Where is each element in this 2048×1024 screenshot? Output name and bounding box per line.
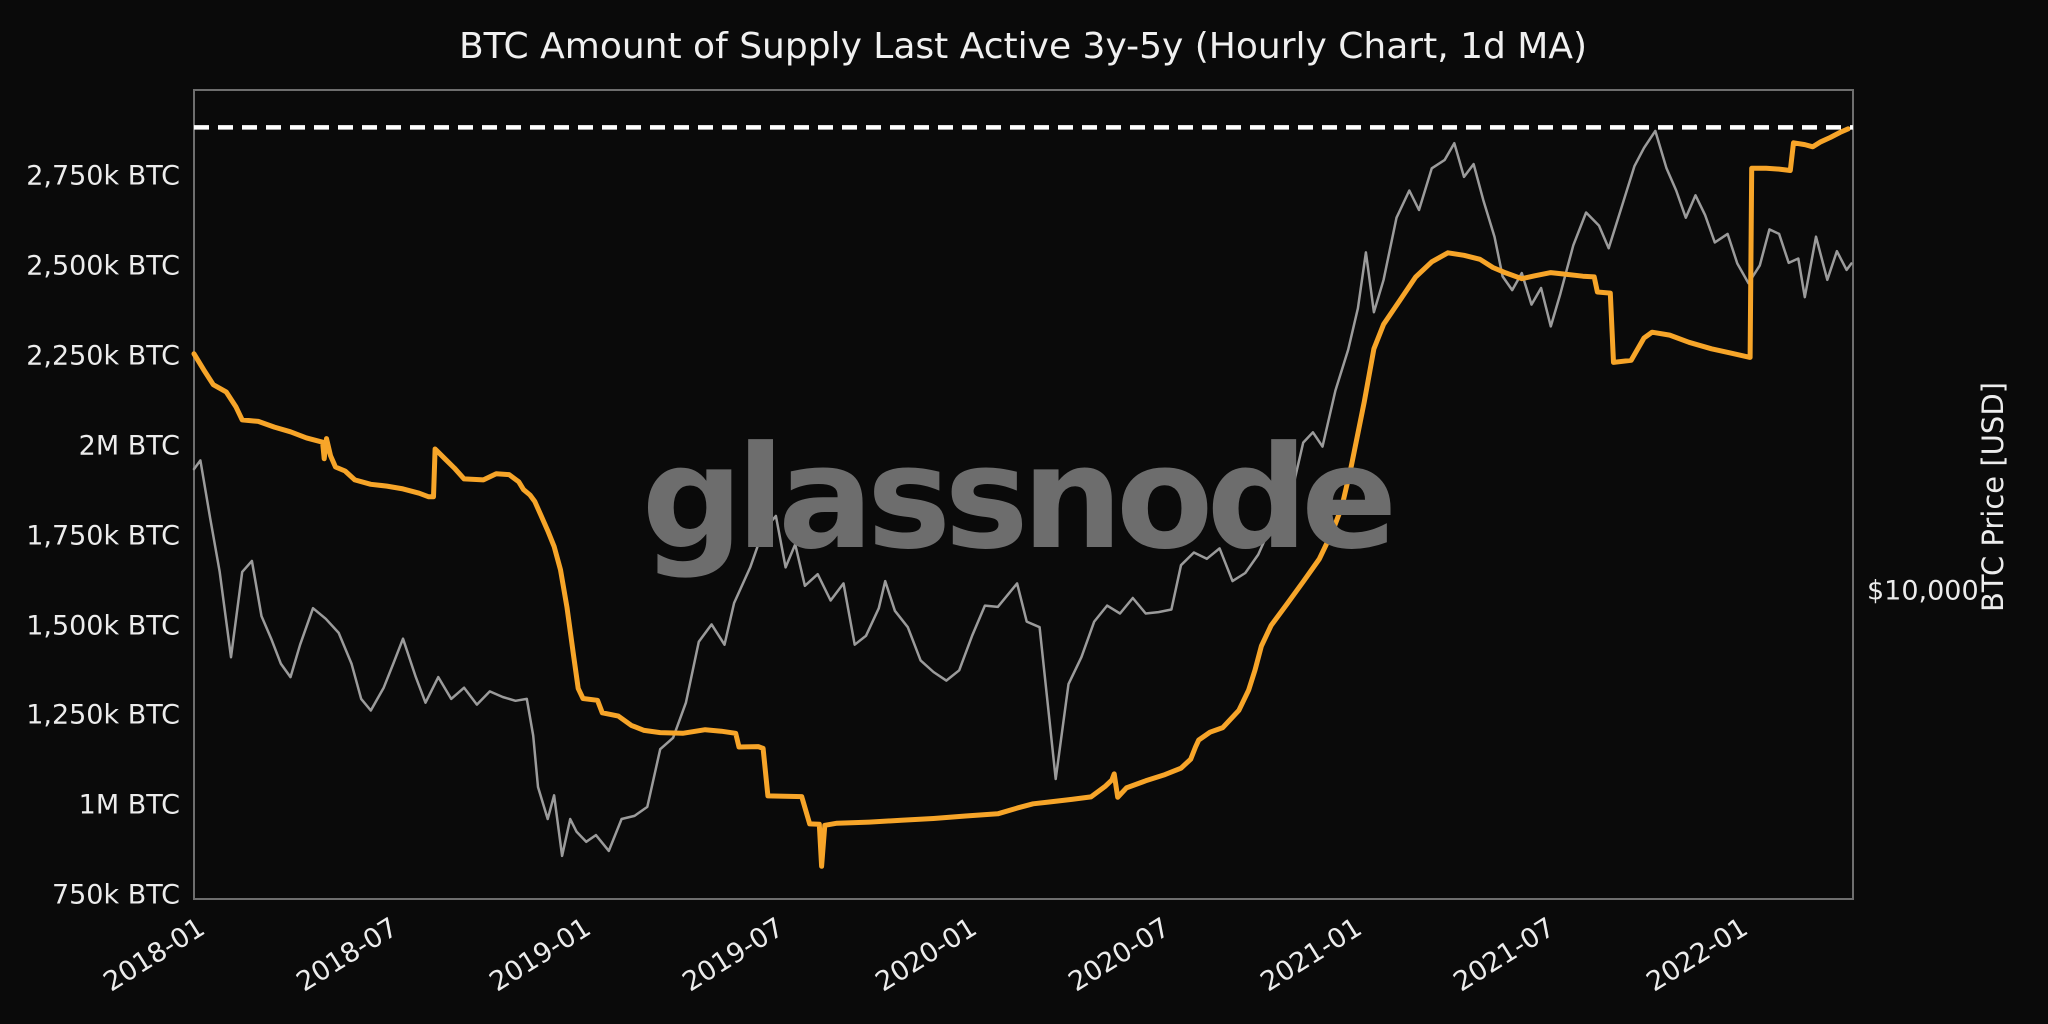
left-axis-tick-label: 2,750k BTC — [26, 160, 180, 192]
left-axis-tick-label: 1,500k BTC — [26, 610, 180, 641]
chart-title: BTC Amount of Supply Last Active 3y-5y (… — [458, 26, 1588, 67]
plot-border — [193, 89, 1854, 900]
left-axis-tick-label: 1M BTC — [78, 789, 180, 821]
glassnode-watermark: glassnode — [641, 416, 1398, 581]
left-axis-tick-label: 1,750k BTC — [26, 520, 180, 552]
left-axis-tick-label: 1,250k BTC — [26, 699, 180, 731]
left-axis-tick-label: 2M BTC — [78, 430, 180, 462]
left-axis-tick-label: 750k BTC — [51, 879, 180, 911]
left-axis-tick-label: 2,250k BTC — [26, 340, 180, 372]
right-axis-title: BTC Price [USD] — [1976, 382, 2010, 612]
left-axis-tick-label: 2,500k BTC — [26, 250, 180, 282]
right-axis-tick-label: $10,000 — [1867, 575, 1979, 607]
btc-price-line — [192, 129, 1853, 858]
supply-last-active-3y-5y-line — [191, 126, 1851, 869]
